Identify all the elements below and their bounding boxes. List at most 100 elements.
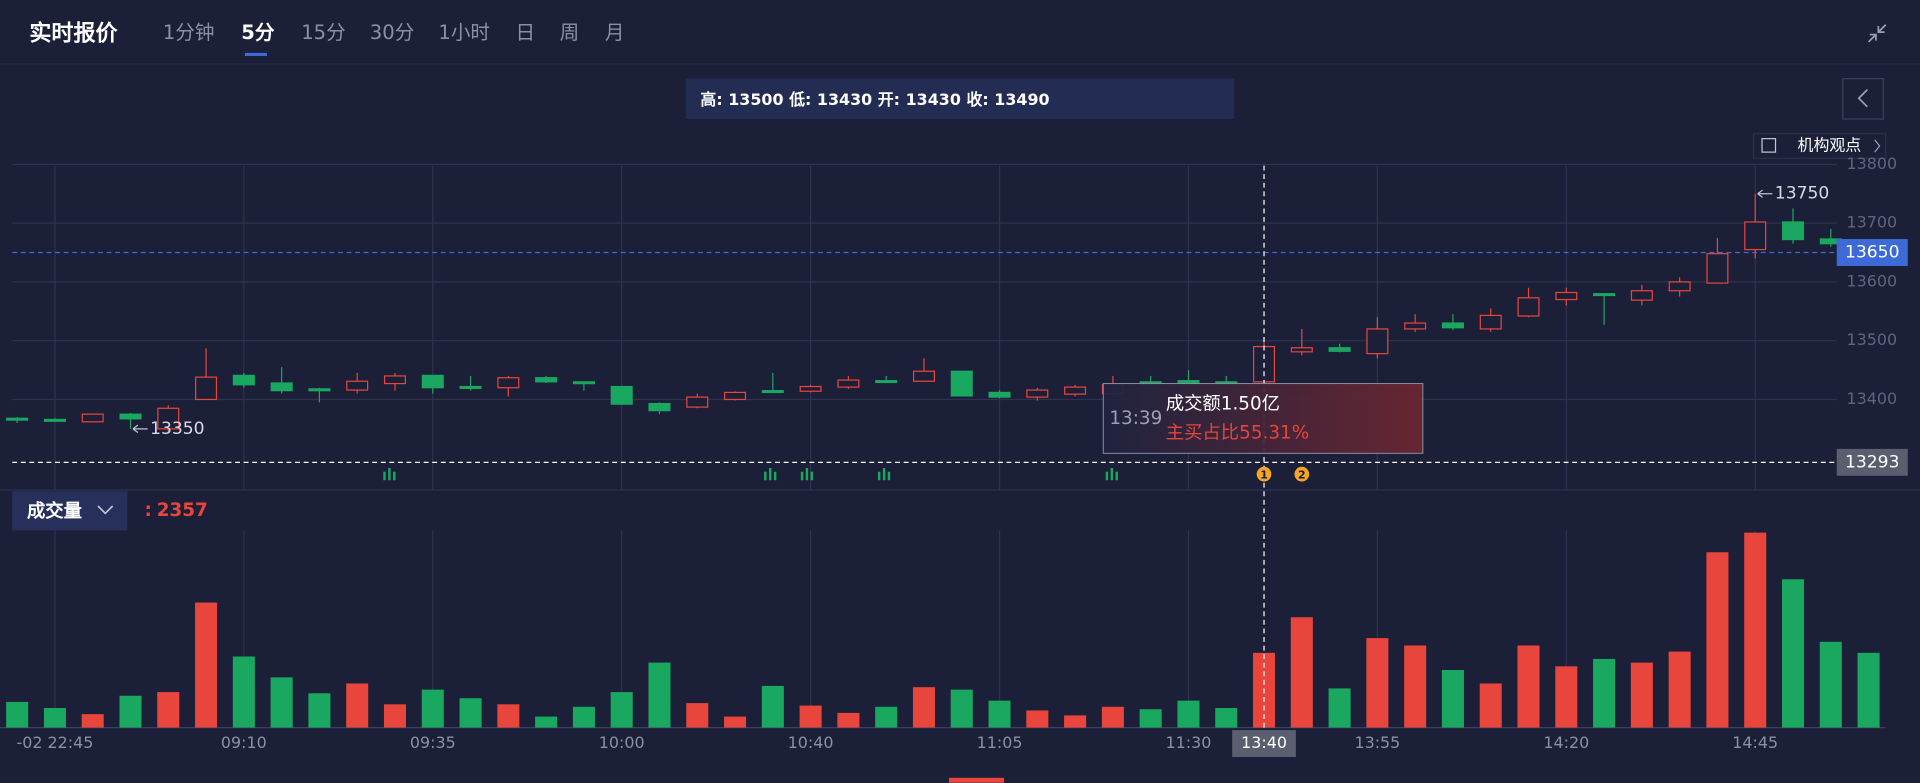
volume-bar (270, 677, 293, 728)
x-tick-label: 10:00 (599, 733, 645, 752)
opinion-icon (1761, 138, 1777, 153)
crosshair-price-label: 13293 (1845, 452, 1899, 472)
candle-body (1517, 297, 1540, 317)
candle-body (610, 385, 633, 405)
back-button[interactable] (1842, 78, 1884, 120)
y-tick-label: 13600 (1847, 271, 1898, 290)
volume-bar (1479, 683, 1502, 728)
candle-body (1706, 253, 1729, 284)
volume-bar (1215, 708, 1238, 728)
volume-bar (572, 706, 595, 728)
volume-bar (1328, 688, 1351, 728)
volume-bar (1744, 532, 1767, 728)
tooltip-buy-ratio: 主买占比55.31% (1166, 423, 1309, 444)
volume-selector[interactable]: 成交量 (12, 491, 128, 531)
tooltip (1102, 383, 1424, 454)
volume-bar (1441, 669, 1464, 728)
timeframe-tab[interactable]: 5分 (241, 21, 275, 44)
candle-body (1404, 322, 1427, 330)
signal-icon (810, 471, 814, 481)
x-tick-label: 13:55 (1354, 733, 1400, 752)
signal-icon (882, 468, 886, 481)
x-tick-label: 09:35 (410, 733, 456, 752)
timeframe-tab[interactable]: 月 (605, 21, 625, 44)
y-tick-label: 13400 (1847, 389, 1898, 408)
opinion-button[interactable]: 机构观点 (1752, 133, 1887, 159)
volume-bar (724, 716, 747, 728)
back-button-frame (1842, 78, 1884, 120)
volume-bar (1177, 700, 1200, 728)
candle-body (724, 391, 747, 401)
volume-bar (535, 716, 558, 728)
candle-body (1366, 328, 1389, 355)
timeframe-tab[interactable]: 15分 (301, 21, 346, 44)
volume-bar (157, 692, 180, 728)
event-marker[interactable] (1256, 466, 1272, 482)
volume-bar (232, 656, 255, 728)
x-tick-label: 11:05 (977, 733, 1023, 752)
timeframe-tab[interactable]: 1分钟 (163, 21, 215, 44)
volume-current-value: 2357 (157, 500, 208, 521)
x-tick-label: 14:20 (1543, 733, 1589, 752)
x-tick-label: 11:30 (1166, 733, 1212, 752)
volume-bar (1781, 579, 1805, 728)
candle-body (837, 379, 860, 388)
candle-body (875, 380, 898, 384)
candle-body (1668, 281, 1691, 292)
signal-icon (1115, 471, 1118, 481)
timeframe-tab[interactable]: 周 (560, 21, 580, 44)
volume-bar (195, 602, 218, 728)
signal-icon (1105, 471, 1109, 481)
page-title: 实时报价 (29, 21, 118, 47)
volume-bar (1819, 641, 1842, 728)
event-marker[interactable] (1294, 466, 1310, 482)
opinion-chevron (1874, 139, 1881, 153)
candle-body (6, 417, 29, 421)
y-tick-label: 13800 (1847, 154, 1898, 173)
candle-body (535, 377, 558, 383)
volume-bar (799, 705, 822, 728)
volume-bar (1668, 651, 1691, 728)
y-tick-label: 13700 (1847, 213, 1898, 232)
collapse-icon[interactable] (1867, 24, 1887, 43)
candle-body (1177, 380, 1200, 384)
current-price-label: 13650 (1845, 243, 1899, 263)
signal-icon (887, 471, 891, 481)
candle-body (157, 407, 180, 430)
annotation-arrow (132, 424, 148, 434)
volume-chevron (97, 505, 114, 515)
candle-body (1328, 347, 1351, 352)
signal-icon (1110, 468, 1114, 481)
candle-body (270, 382, 293, 392)
volume-bar (81, 714, 104, 728)
candle-body (119, 413, 142, 420)
candle-body (81, 413, 104, 423)
candle-body (1290, 347, 1313, 353)
timeframe-tab[interactable]: 30分 (370, 21, 415, 44)
volume-bar (6, 701, 29, 728)
candle-body (459, 385, 482, 389)
volume-bar (1404, 645, 1427, 728)
candle-body (912, 370, 935, 382)
volume-bar (837, 712, 860, 728)
annotation-label: 13750 (1775, 184, 1829, 204)
candle-body (497, 377, 520, 389)
signal-icon (764, 471, 767, 481)
volume-bar (497, 704, 520, 728)
candle-body (421, 374, 444, 389)
volume-bar (459, 698, 482, 728)
timeframe-tab[interactable]: 1小时 (438, 21, 490, 44)
candle-body (1781, 221, 1805, 241)
candle-body (1441, 322, 1464, 329)
volume-bar (1706, 552, 1729, 728)
volume-bar (988, 700, 1011, 728)
timeframe-tab[interactable]: 日 (516, 21, 536, 44)
candle-body (1593, 293, 1616, 297)
volume-bar (1101, 706, 1124, 728)
x-tick-label: 14:45 (1732, 733, 1778, 752)
candle-body (1026, 389, 1049, 398)
signal-icon (805, 468, 809, 481)
candle-body (988, 391, 1011, 398)
volume-bar (1593, 658, 1616, 728)
volume-selector-label: 成交量 (27, 500, 82, 522)
